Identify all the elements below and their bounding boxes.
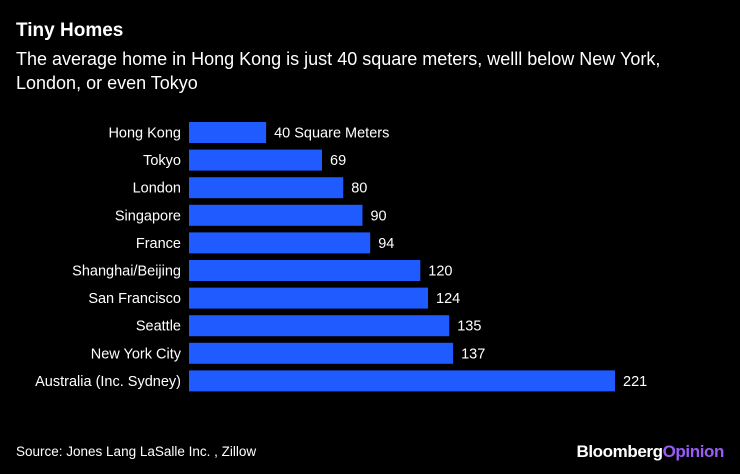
category-label: Tokyo xyxy=(143,153,181,169)
brand-accent: Opinion xyxy=(662,442,725,461)
chart-title: Tiny Homes xyxy=(16,20,124,41)
category-label: Hong Kong xyxy=(108,126,181,142)
bar-singapore xyxy=(189,204,363,226)
category-label: Shanghai/Beijing xyxy=(72,264,181,280)
category-label: New York City xyxy=(91,346,182,362)
value-label: 221 xyxy=(623,374,647,390)
value-label: 80 xyxy=(351,181,367,197)
category-label: London xyxy=(133,181,181,197)
value-label: 69 xyxy=(330,153,346,169)
bar-san-francisco xyxy=(189,287,429,309)
bar-new-york-city xyxy=(189,342,454,364)
bar-london xyxy=(189,177,344,199)
bar-australia-inc-sydney xyxy=(189,370,615,392)
value-label: 90 xyxy=(370,208,386,224)
value-label: 94 xyxy=(378,236,394,252)
bar-hong-kong xyxy=(189,122,267,143)
value-label: 135 xyxy=(457,319,481,335)
brand-logo: BloombergOpinion xyxy=(576,442,724,462)
category-label: San Francisco xyxy=(88,291,181,307)
bar-france xyxy=(189,232,371,254)
bar-seattle xyxy=(189,315,450,337)
chart-subtitle: The average home in Hong Kong is just 40… xyxy=(16,49,661,93)
category-label: Australia (Inc. Sydney) xyxy=(35,374,181,390)
brand-main: Bloomberg xyxy=(576,442,663,461)
source-note: Source: Jones Lang LaSalle Inc. , Zillow xyxy=(16,444,257,459)
value-label: 124 xyxy=(436,291,460,307)
value-label: 137 xyxy=(461,346,485,362)
category-label: France xyxy=(136,236,181,252)
value-label: 40 Square Meters xyxy=(274,126,389,142)
bar-tokyo xyxy=(189,149,323,171)
bar-shanghai-beijing xyxy=(189,260,421,281)
category-label: Seattle xyxy=(136,319,181,335)
value-label: 120 xyxy=(428,264,452,280)
category-label: Singapore xyxy=(115,208,181,224)
